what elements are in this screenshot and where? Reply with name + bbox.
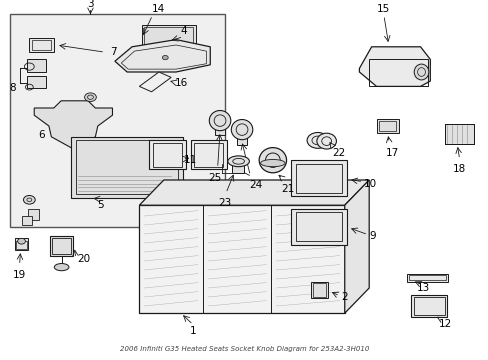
Ellipse shape	[162, 55, 168, 60]
Bar	[144, 27, 193, 56]
Bar	[29, 38, 54, 52]
Ellipse shape	[227, 156, 249, 167]
Ellipse shape	[54, 264, 69, 271]
Bar	[310, 282, 327, 298]
Bar	[76, 140, 178, 194]
Text: 10: 10	[364, 179, 377, 189]
Bar	[142, 25, 195, 58]
Bar	[194, 143, 223, 167]
Text: 15: 15	[376, 4, 390, 14]
Bar	[190, 140, 227, 169]
Bar	[52, 238, 71, 254]
Polygon shape	[115, 40, 210, 72]
Bar	[290, 160, 346, 196]
Ellipse shape	[23, 195, 35, 204]
Text: 16: 16	[175, 78, 188, 88]
Text: 2006 Infiniti G35 Heated Seats Socket Knob Diagram for 253A2-3H010: 2006 Infiniti G35 Heated Seats Socket Kn…	[120, 346, 368, 352]
Polygon shape	[344, 180, 368, 313]
Bar	[444, 124, 473, 144]
Bar	[413, 297, 444, 315]
Bar	[215, 121, 224, 135]
Text: 7: 7	[110, 47, 117, 57]
Bar	[290, 209, 346, 245]
Bar	[410, 295, 447, 317]
Polygon shape	[139, 72, 171, 92]
Ellipse shape	[18, 238, 25, 244]
Text: 13: 13	[416, 283, 429, 293]
Bar	[71, 137, 183, 198]
Text: 6: 6	[38, 130, 45, 140]
Text: 8: 8	[9, 83, 16, 93]
Bar	[32, 40, 51, 50]
Text: 19: 19	[13, 270, 26, 280]
Bar	[378, 121, 395, 131]
Text: 4: 4	[180, 26, 186, 36]
Text: 12: 12	[438, 319, 451, 329]
Bar	[406, 274, 447, 282]
Bar	[295, 212, 342, 241]
Text: 2: 2	[340, 292, 347, 302]
Bar	[368, 59, 427, 86]
Polygon shape	[359, 47, 429, 86]
Bar	[27, 76, 46, 88]
Ellipse shape	[259, 148, 286, 173]
Text: 20: 20	[77, 254, 90, 264]
Bar	[312, 283, 325, 297]
Bar	[376, 119, 398, 133]
Text: 24: 24	[249, 180, 262, 190]
Polygon shape	[34, 101, 112, 148]
Ellipse shape	[209, 111, 230, 131]
Bar	[152, 143, 182, 167]
Text: 1: 1	[189, 326, 196, 336]
Text: 22: 22	[332, 148, 345, 158]
Bar	[16, 241, 27, 249]
Bar	[50, 236, 73, 256]
Text: 23: 23	[218, 198, 231, 208]
Ellipse shape	[306, 132, 328, 148]
Bar	[22, 216, 32, 225]
Text: 14: 14	[151, 4, 164, 14]
Bar	[139, 205, 344, 313]
Bar	[232, 162, 244, 173]
Bar	[15, 238, 28, 250]
Ellipse shape	[231, 120, 252, 140]
Ellipse shape	[260, 159, 285, 167]
Ellipse shape	[84, 93, 96, 102]
Ellipse shape	[413, 64, 428, 80]
Text: 9: 9	[368, 231, 375, 241]
Text: 11: 11	[183, 155, 196, 165]
Text: 17: 17	[386, 148, 399, 158]
Polygon shape	[139, 180, 368, 205]
Bar	[10, 14, 224, 227]
Bar	[27, 59, 46, 72]
Bar	[444, 124, 473, 144]
Text: 3: 3	[87, 0, 94, 9]
Bar	[149, 140, 185, 169]
Text: 18: 18	[452, 164, 466, 174]
Ellipse shape	[316, 133, 336, 149]
Bar	[28, 209, 39, 220]
Bar	[295, 164, 342, 193]
Text: 5: 5	[97, 200, 103, 210]
Text: 25: 25	[208, 173, 222, 183]
Bar	[408, 275, 446, 280]
Bar	[237, 130, 246, 145]
Text: 21: 21	[281, 184, 294, 194]
